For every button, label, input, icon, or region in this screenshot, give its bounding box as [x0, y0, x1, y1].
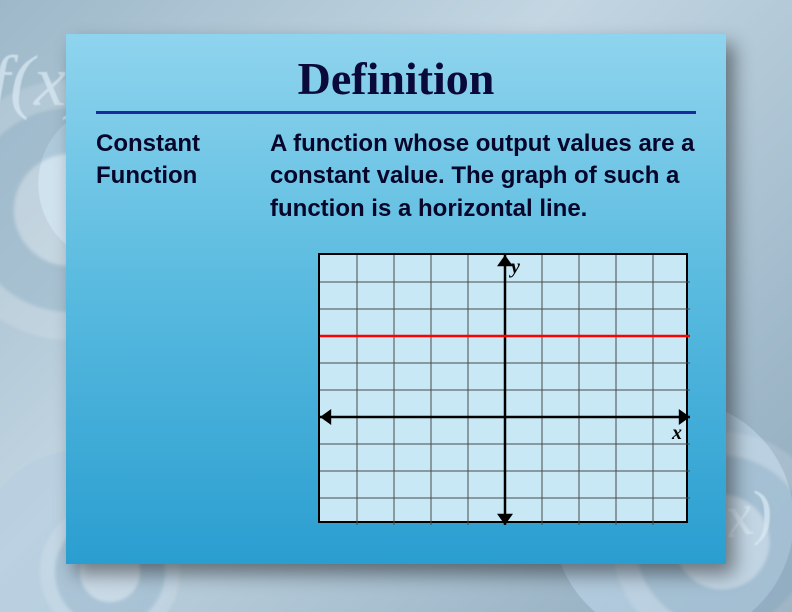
term-line: Function	[96, 162, 197, 189]
term-line: Constant	[96, 130, 200, 157]
card-title: Definition	[96, 52, 696, 111]
graph-svg: yx	[320, 255, 690, 525]
title-rule	[96, 111, 696, 114]
definition-row: Constant Function A function whose outpu…	[96, 128, 696, 225]
svg-text:x: x	[671, 422, 682, 444]
definition-card: Definition Constant Function A function …	[66, 34, 726, 564]
term-label: Constant Function	[96, 128, 246, 225]
constant-function-graph: yx	[318, 253, 688, 523]
definition-text: A function whose output values are a con…	[270, 128, 696, 225]
svg-text:y: y	[509, 256, 520, 278]
graph-container: yx	[96, 253, 696, 523]
